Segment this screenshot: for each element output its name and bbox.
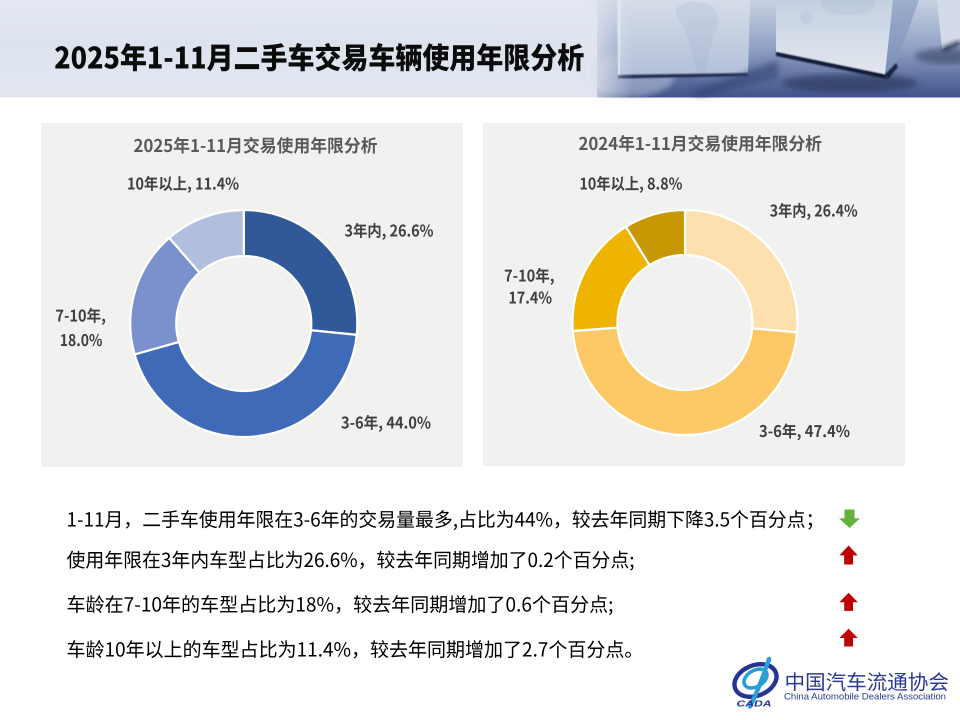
svg-text:China Automobile Dealers Assoc: China Automobile Dealers Association [784, 692, 946, 702]
svg-text:CADA: CADA [737, 700, 772, 709]
